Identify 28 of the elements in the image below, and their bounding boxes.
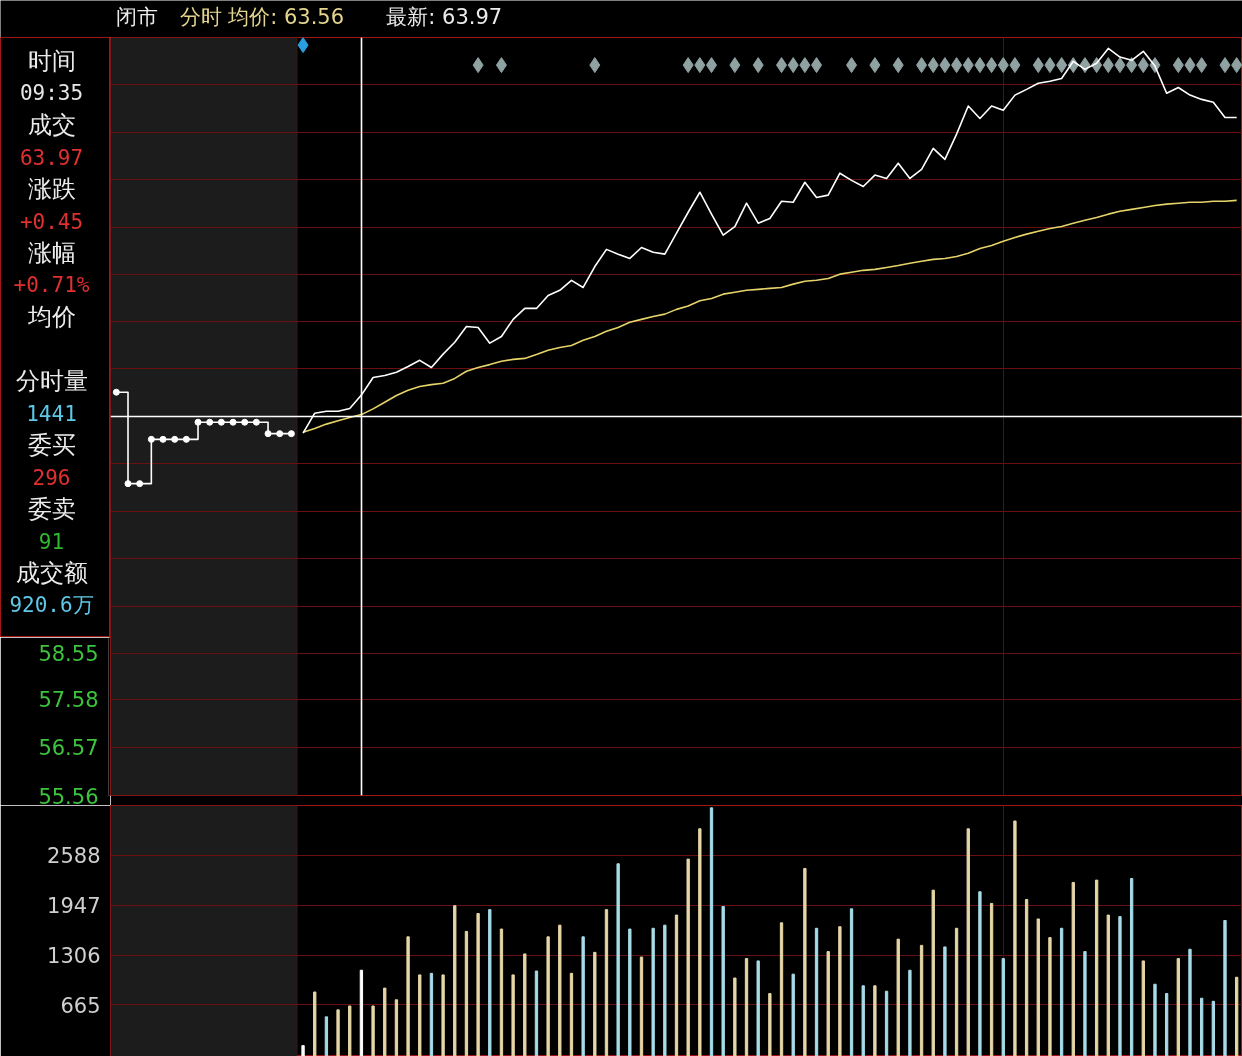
text: 63.97 xyxy=(19,145,84,170)
category-label: 涨跌 xyxy=(27,174,76,203)
category-label: 时间 xyxy=(27,46,76,75)
chart-title: 闭市 xyxy=(115,5,158,29)
text: 09:35 xyxy=(19,80,84,105)
text: 296 xyxy=(32,465,71,490)
category-label: 涨幅 xyxy=(27,238,76,267)
category-label: 分时量 xyxy=(15,366,88,395)
chart-subtitle: 分时 均价: 63.56 xyxy=(179,5,345,29)
text: 1441 xyxy=(26,401,77,426)
text: 91 xyxy=(38,529,65,554)
category-label: 委买 xyxy=(27,430,76,459)
text: 最新: 63.97 xyxy=(386,5,503,29)
y-tick-label: 55.56 xyxy=(38,784,99,809)
text: 920.6万 xyxy=(9,592,94,617)
text: +0.71% xyxy=(13,272,90,297)
category-label: 成交额 xyxy=(15,558,88,587)
y-tick-label: 1947 xyxy=(47,894,101,919)
category-label: 成交 xyxy=(27,110,76,139)
category-label: 均价 xyxy=(26,302,76,331)
y-tick-label: 2588 xyxy=(47,844,101,869)
category-label: 委卖 xyxy=(27,494,76,523)
y-tick-label: 57.58 xyxy=(38,688,99,713)
y-tick-label: 56.57 xyxy=(38,736,99,761)
y-tick-label: 665 xyxy=(60,993,101,1018)
text: +0.45 xyxy=(19,209,84,234)
y-tick-label: 1306 xyxy=(47,944,101,969)
y-tick-label: 58.55 xyxy=(38,642,99,667)
